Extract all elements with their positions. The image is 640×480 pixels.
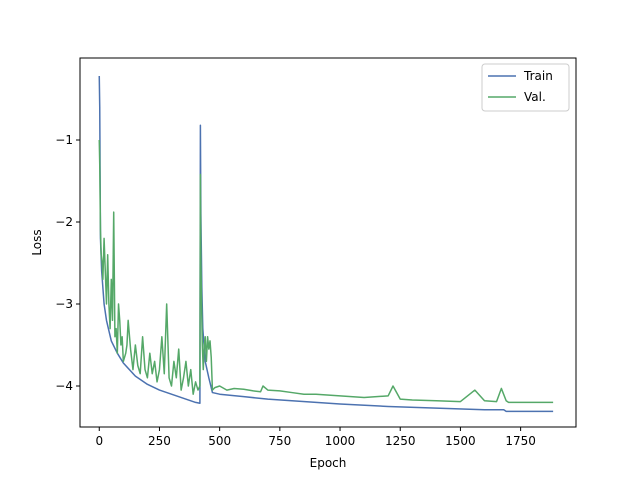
y-axis: −4 −3 −2 −1 xyxy=(55,133,80,393)
y-tick-label: −2 xyxy=(55,215,73,229)
series-layer xyxy=(98,76,554,413)
x-axis: 0 250 500 750 1000 1250 1500 1750 xyxy=(95,427,536,448)
x-tick-label: 1500 xyxy=(445,434,476,448)
x-tick-label: 1750 xyxy=(505,434,536,448)
x-tick-label: 0 xyxy=(95,434,103,448)
x-tick-label: 750 xyxy=(268,434,291,448)
x-axis-label: Epoch xyxy=(310,456,347,470)
legend-label-val: Val. xyxy=(524,90,546,104)
x-tick-label: 250 xyxy=(148,434,171,448)
y-tick-label: −3 xyxy=(55,297,73,311)
legend-label-train: Train xyxy=(523,69,553,83)
axes-frame xyxy=(79,57,577,428)
y-axis-label: Loss xyxy=(30,229,44,255)
x-tick-label: 1250 xyxy=(385,434,416,448)
y-tick-label: −4 xyxy=(55,379,73,393)
x-tick-label: 500 xyxy=(208,434,231,448)
x-tick-label: 1000 xyxy=(325,434,356,448)
legend: Train Val. xyxy=(481,63,570,112)
y-tick-label: −1 xyxy=(55,133,73,147)
series-line-val xyxy=(98,139,554,404)
